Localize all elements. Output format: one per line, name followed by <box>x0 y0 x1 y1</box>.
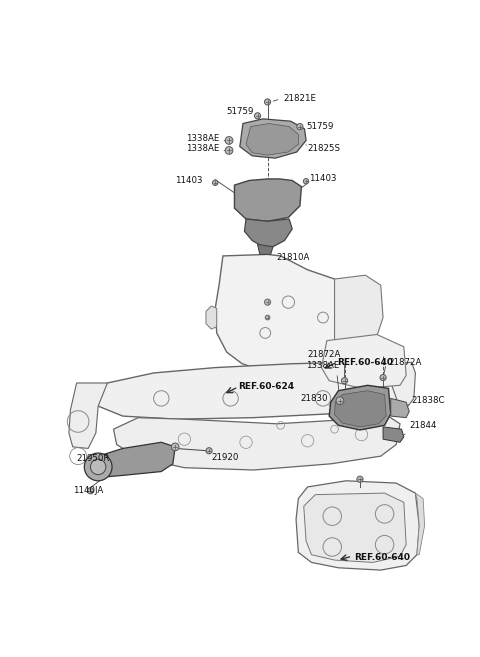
Polygon shape <box>391 398 409 418</box>
Text: 21825S: 21825S <box>308 144 341 152</box>
Polygon shape <box>96 362 404 419</box>
Text: 21821E: 21821E <box>283 93 316 102</box>
Circle shape <box>264 99 271 105</box>
Polygon shape <box>258 244 273 254</box>
Polygon shape <box>335 391 386 427</box>
Text: 1338AE: 1338AE <box>186 145 219 154</box>
Text: 21838C: 21838C <box>411 396 445 405</box>
Polygon shape <box>234 179 301 221</box>
Polygon shape <box>322 334 406 388</box>
Text: 21844: 21844 <box>409 421 437 430</box>
Text: 21872A: 21872A <box>388 357 422 367</box>
Circle shape <box>264 299 271 306</box>
Text: 21920: 21920 <box>211 453 239 462</box>
Circle shape <box>213 180 218 185</box>
Circle shape <box>171 443 179 451</box>
Polygon shape <box>383 427 404 442</box>
Text: 11403: 11403 <box>309 175 336 183</box>
Text: 21872A: 21872A <box>308 350 341 359</box>
Polygon shape <box>329 385 391 430</box>
Circle shape <box>87 487 94 494</box>
Text: 21830: 21830 <box>300 394 327 403</box>
Circle shape <box>297 124 303 129</box>
Text: 51759: 51759 <box>227 108 254 116</box>
Text: 21810A: 21810A <box>277 253 310 262</box>
Circle shape <box>265 315 270 320</box>
Polygon shape <box>384 362 415 409</box>
Polygon shape <box>304 493 406 562</box>
Polygon shape <box>86 442 175 478</box>
Text: 11403: 11403 <box>175 176 203 185</box>
Text: 1338AE: 1338AE <box>186 135 219 143</box>
Circle shape <box>84 453 112 481</box>
Circle shape <box>357 476 363 482</box>
Polygon shape <box>246 124 299 155</box>
Text: REF.60-640: REF.60-640 <box>354 553 410 562</box>
Text: REF.60-624: REF.60-624 <box>238 382 294 392</box>
Polygon shape <box>206 306 217 329</box>
Text: 21950R: 21950R <box>77 454 110 463</box>
Polygon shape <box>215 254 368 373</box>
Text: 1140JA: 1140JA <box>73 486 103 495</box>
Circle shape <box>225 147 233 154</box>
Circle shape <box>380 374 386 380</box>
Text: 51759: 51759 <box>306 122 334 131</box>
Circle shape <box>336 397 344 405</box>
Text: 1338AE: 1338AE <box>306 361 339 370</box>
Circle shape <box>90 459 106 474</box>
Polygon shape <box>296 481 419 570</box>
Circle shape <box>341 378 348 384</box>
Circle shape <box>225 137 233 145</box>
Polygon shape <box>244 219 292 246</box>
Circle shape <box>254 113 261 119</box>
Polygon shape <box>335 275 383 362</box>
Circle shape <box>206 447 212 454</box>
Polygon shape <box>240 119 306 158</box>
Polygon shape <box>69 383 108 449</box>
Text: REF.60-640: REF.60-640 <box>337 357 393 367</box>
Polygon shape <box>415 493 425 555</box>
Polygon shape <box>114 414 400 470</box>
Circle shape <box>303 179 309 184</box>
